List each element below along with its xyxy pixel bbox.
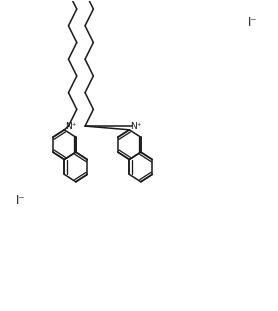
Text: I⁻: I⁻	[16, 194, 26, 207]
Text: N⁺: N⁺	[130, 122, 141, 131]
Text: N⁺: N⁺	[65, 122, 76, 131]
Text: I⁻: I⁻	[248, 16, 258, 29]
